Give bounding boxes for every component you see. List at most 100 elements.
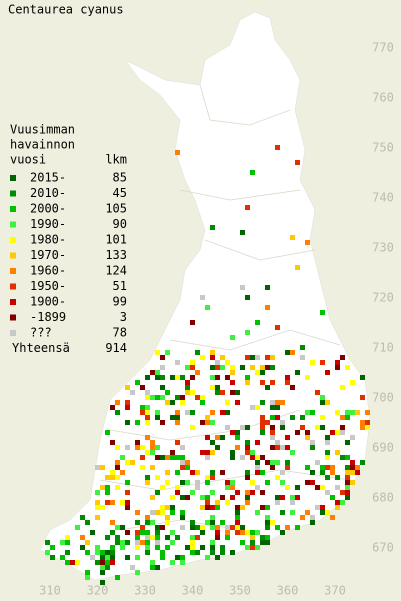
observation-square (345, 365, 350, 370)
observation-square (295, 265, 300, 270)
observation-square (100, 580, 105, 585)
observation-square (165, 515, 170, 520)
observation-square (165, 520, 170, 525)
y-grid-label: 700 (372, 391, 394, 405)
observation-square (250, 455, 255, 460)
observation-square (290, 500, 295, 505)
observation-square (230, 550, 235, 555)
observation-square (185, 380, 190, 385)
observation-square (225, 500, 230, 505)
observation-square (220, 365, 225, 370)
observation-square (50, 555, 55, 560)
observation-square (125, 385, 130, 390)
observation-square (305, 410, 310, 415)
legend-count: 45 (113, 186, 127, 200)
observation-square (295, 495, 300, 500)
observation-square (175, 485, 180, 490)
observation-square (205, 305, 210, 310)
observation-square (95, 515, 100, 520)
observation-square (210, 475, 215, 480)
observation-square (165, 350, 170, 355)
observation-square (320, 400, 325, 405)
observation-square (145, 375, 150, 380)
observation-square (110, 555, 115, 560)
observation-square (165, 545, 170, 550)
observation-square (155, 490, 160, 495)
observation-square (230, 365, 235, 370)
observation-square (305, 240, 310, 245)
observation-square (240, 285, 245, 290)
observation-square (190, 360, 195, 365)
observation-square (120, 455, 125, 460)
observation-square (340, 490, 345, 495)
observation-square (100, 555, 105, 560)
x-grid-label: 330 (134, 584, 156, 598)
observation-square (150, 565, 155, 570)
observation-square (110, 440, 115, 445)
observation-square (325, 475, 330, 480)
observation-square (225, 425, 230, 430)
observation-square (285, 380, 290, 385)
observation-square (320, 465, 325, 470)
observation-square (265, 305, 270, 310)
observation-square (275, 500, 280, 505)
observation-square (150, 370, 155, 375)
x-grid-label: 320 (87, 584, 109, 598)
observation-square (185, 410, 190, 415)
observation-square (250, 365, 255, 370)
observation-square (125, 555, 130, 560)
observation-square (315, 390, 320, 395)
observation-square (305, 435, 310, 440)
observation-square (175, 395, 180, 400)
observation-square (260, 370, 265, 375)
observation-square (335, 430, 340, 435)
legend-count: 124 (105, 264, 127, 278)
observation-square (135, 510, 140, 515)
observation-square (265, 420, 270, 425)
observation-square (205, 415, 210, 420)
observation-square (110, 405, 115, 410)
observation-square (235, 390, 240, 395)
observation-square (275, 440, 280, 445)
observation-square (210, 440, 215, 445)
observation-square (255, 370, 260, 375)
observation-square (235, 490, 240, 495)
observation-square (275, 415, 280, 420)
observation-square (210, 375, 215, 380)
observation-square (270, 355, 275, 360)
observation-square (140, 405, 145, 410)
observation-square (95, 550, 100, 555)
observation-square (230, 335, 235, 340)
observation-square (140, 530, 145, 535)
observation-square (220, 390, 225, 395)
observation-square (200, 505, 205, 510)
y-grid-label: 740 (372, 191, 394, 205)
observation-square (160, 505, 165, 510)
observation-square (115, 445, 120, 450)
observation-square (235, 400, 240, 405)
observation-square (180, 400, 185, 405)
observation-square (95, 490, 100, 495)
observation-square (335, 505, 340, 510)
observation-square (230, 455, 235, 460)
observation-square (65, 550, 70, 555)
observation-square (195, 550, 200, 555)
observation-square (315, 425, 320, 430)
observation-square (105, 475, 110, 480)
observation-square (210, 550, 215, 555)
observation-square (140, 540, 145, 545)
observation-square (165, 470, 170, 475)
legend-swatch (10, 175, 16, 181)
observation-square (240, 230, 245, 235)
observation-square (290, 385, 295, 390)
observation-square (240, 525, 245, 530)
observation-square (335, 365, 340, 370)
observation-square (275, 145, 280, 150)
observation-square (150, 450, 155, 455)
observation-square (140, 410, 145, 415)
observation-square (245, 330, 250, 335)
observation-square (350, 465, 355, 470)
observation-square (150, 495, 155, 500)
observation-square (130, 390, 135, 395)
observation-square (145, 405, 150, 410)
